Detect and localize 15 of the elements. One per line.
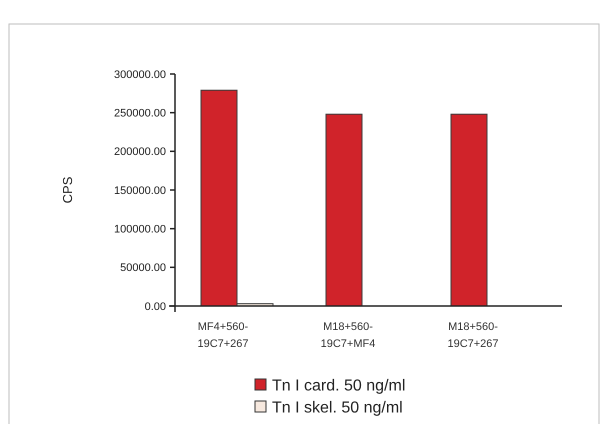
y-tick-label: 300000.00 xyxy=(114,68,166,81)
x-tick-label: MF4+560- 19C7+267 xyxy=(197,321,249,350)
y-tick-label: 0.00 xyxy=(144,300,166,313)
y-axis-title: CPS xyxy=(60,176,75,204)
y-tick-label: 50000.00 xyxy=(120,262,166,274)
legend-label: Tn I card. 50 ng/ml xyxy=(272,378,406,395)
y-tick-label: 100000.00 xyxy=(114,224,166,236)
bar xyxy=(450,114,488,306)
x-tick-label: M18+560- 19C7+267 xyxy=(447,321,499,350)
y-tick-label: 200000.00 xyxy=(114,146,166,158)
x-tick-label: M18+560- 19C7+MF4 xyxy=(320,321,376,350)
y-tick-label: 150000.00 xyxy=(114,184,166,197)
legend-label: Tn I skel. 50 ng/ml xyxy=(272,400,403,417)
bar xyxy=(326,114,362,306)
y-tick-label: 250000.00 xyxy=(114,108,166,120)
